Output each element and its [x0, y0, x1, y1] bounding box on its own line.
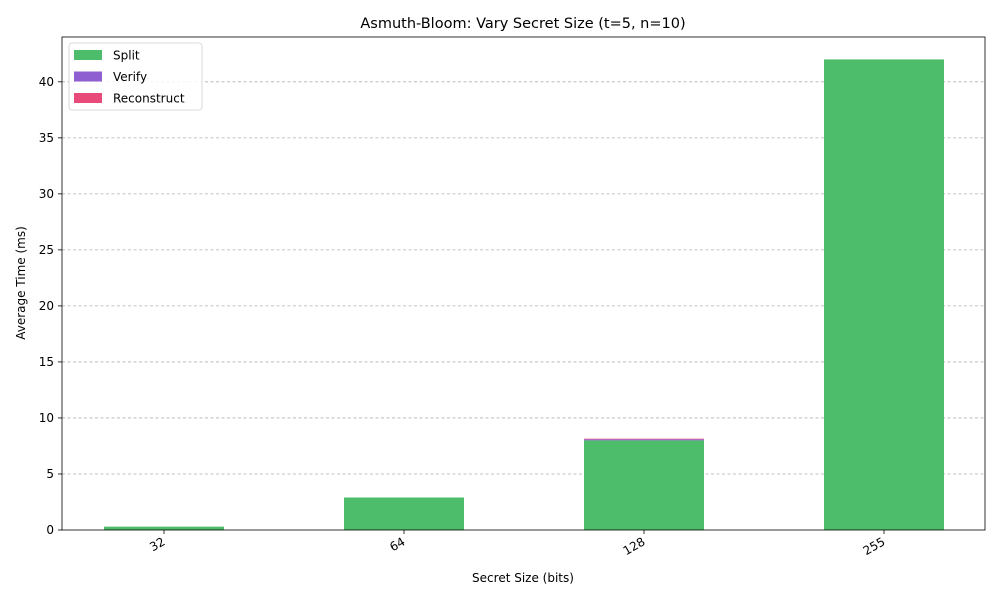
- legend-label-split: Split: [113, 49, 140, 63]
- y-tick-label: 30: [39, 187, 54, 201]
- y-axis-ticks: 0 5 10 15 20 25 30 35 40: [39, 75, 62, 537]
- y-tick-label: 15: [39, 355, 54, 369]
- legend-swatch-reconstruct: [74, 93, 102, 103]
- y-tick-label: 10: [39, 411, 54, 425]
- plot-frame: [61, 36, 986, 531]
- y-tick-label: 35: [39, 131, 54, 145]
- x-axis-label: Secret Size (bits): [472, 571, 574, 585]
- legend-swatch-verify: [74, 71, 102, 82]
- legend-label-reconstruct: Reconstruct: [113, 92, 185, 106]
- axes: [61, 36, 986, 531]
- x-axis-ticks: 32 64 128 255: [147, 530, 888, 558]
- x-tick-label: 255: [861, 534, 888, 558]
- y-tick-label: 20: [39, 299, 54, 313]
- legend: Split Verify Reconstruct: [68, 42, 203, 111]
- x-tick-label: 128: [621, 534, 648, 558]
- bar-split-255: [824, 59, 944, 531]
- bar-verify-128: [584, 439, 704, 441]
- y-axis-label: Average Time (ms): [14, 226, 28, 340]
- bar-split-128: [584, 440, 704, 530]
- y-tick-label: 0: [46, 523, 54, 537]
- bar-reconstruct-128: [584, 438, 704, 440]
- bars: [104, 59, 944, 531]
- y-tick-label: 40: [39, 75, 54, 89]
- x-tick-label: 32: [147, 534, 167, 554]
- bar-split-32: [104, 526, 224, 530]
- legend-box: [68, 42, 203, 111]
- x-tick-label: 64: [387, 534, 407, 554]
- bar-split-64: [344, 497, 464, 530]
- chart-title: Asmuth-Bloom: Vary Secret Size (t=5, n=1…: [360, 16, 685, 32]
- legend-label-verify: Verify: [113, 70, 147, 84]
- y-tick-label: 5: [46, 467, 54, 481]
- legend-swatch-split: [74, 50, 102, 60]
- y-tick-label: 25: [39, 243, 54, 257]
